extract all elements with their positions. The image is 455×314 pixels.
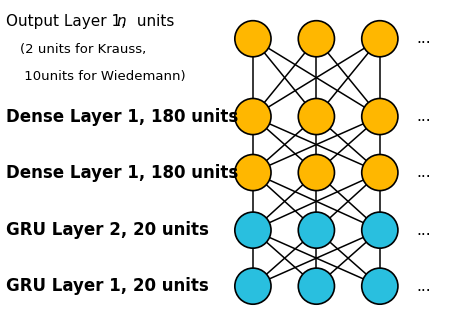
Text: ...: ... [415, 165, 430, 180]
Ellipse shape [298, 21, 334, 57]
Ellipse shape [234, 154, 270, 191]
Ellipse shape [361, 21, 397, 57]
Ellipse shape [298, 268, 334, 304]
Ellipse shape [361, 268, 397, 304]
Text: Dense Layer 1, 180 units: Dense Layer 1, 180 units [6, 164, 238, 181]
Ellipse shape [361, 212, 397, 248]
Text: 10units for Wiedemann): 10units for Wiedemann) [20, 70, 185, 83]
Ellipse shape [234, 212, 270, 248]
Text: GRU Layer 2, 20 units: GRU Layer 2, 20 units [6, 221, 208, 239]
Text: ...: ... [415, 279, 430, 294]
Text: (2 units for Krauss,: (2 units for Krauss, [20, 43, 146, 56]
Text: ...: ... [415, 31, 430, 46]
Text: Dense Layer 1, 180 units: Dense Layer 1, 180 units [6, 107, 238, 126]
Ellipse shape [298, 212, 334, 248]
Ellipse shape [298, 154, 334, 191]
Ellipse shape [361, 154, 397, 191]
Text: units: units [131, 14, 174, 29]
Text: ...: ... [415, 109, 430, 124]
Text: ...: ... [415, 223, 430, 238]
Text: GRU Layer 1, 20 units: GRU Layer 1, 20 units [6, 277, 208, 295]
Text: n: n [116, 14, 126, 29]
Ellipse shape [298, 99, 334, 135]
Text: Output Layer 1,: Output Layer 1, [6, 14, 131, 29]
Ellipse shape [234, 99, 270, 135]
Ellipse shape [361, 99, 397, 135]
Ellipse shape [234, 268, 270, 304]
Ellipse shape [234, 21, 270, 57]
